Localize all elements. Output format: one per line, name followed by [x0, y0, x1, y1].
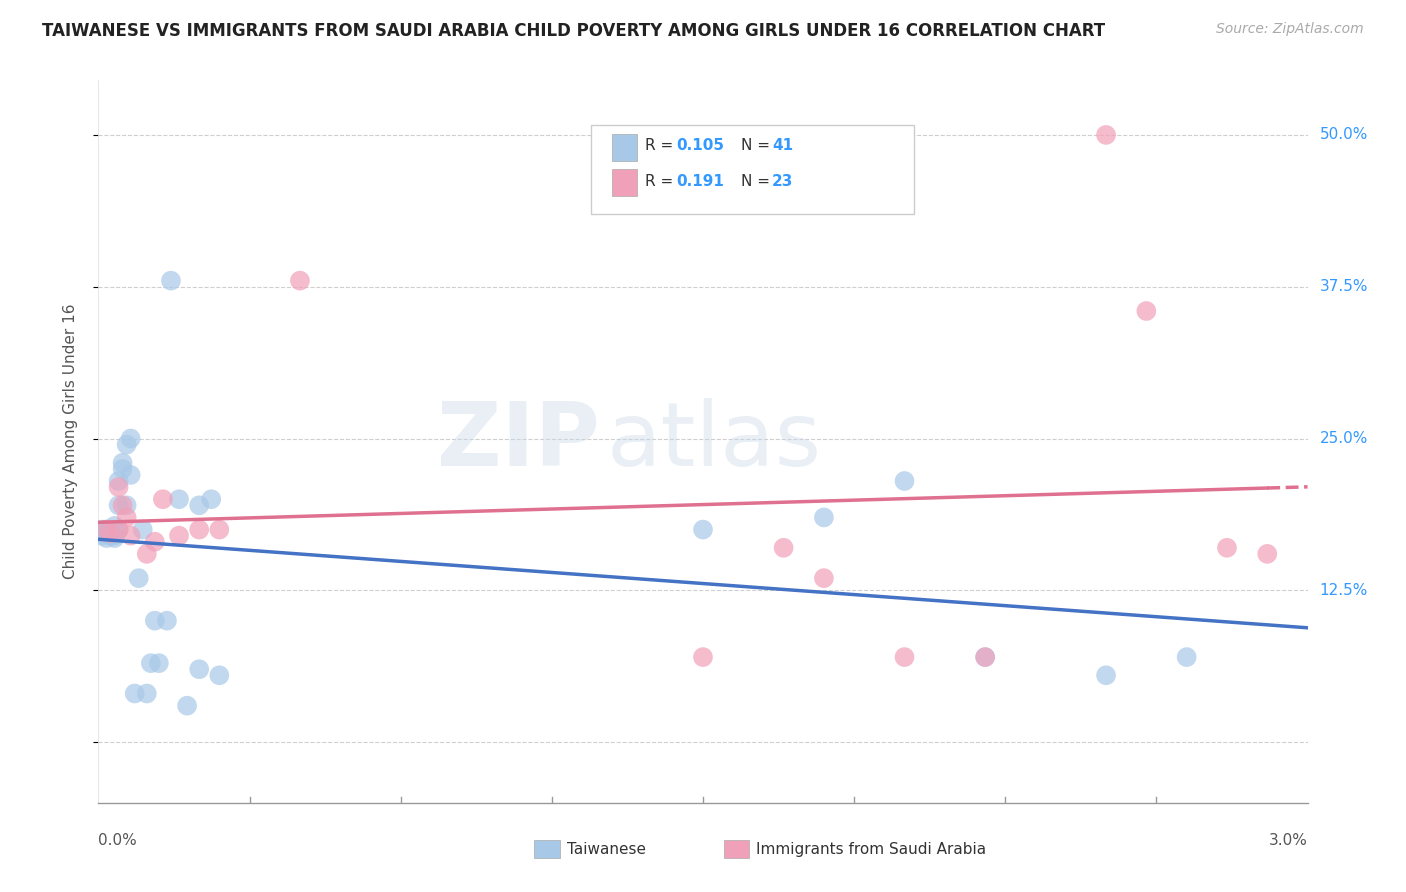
- Point: [200, 492, 222, 507]
- Point: [188, 523, 211, 537]
- Point: [288, 274, 311, 288]
- Text: Immigrants from Saudi Arabia: Immigrants from Saudi Arabia: [756, 842, 987, 856]
- Text: R =: R =: [645, 174, 679, 188]
- Point: [120, 432, 142, 446]
- Point: [100, 523, 122, 537]
- Point: [156, 614, 179, 628]
- Point: [772, 541, 794, 555]
- Point: [100, 529, 122, 543]
- Point: [1135, 304, 1157, 318]
- Point: [152, 492, 174, 507]
- Text: N =: N =: [741, 138, 775, 153]
- Point: [1095, 668, 1118, 682]
- Point: [120, 467, 142, 482]
- Point: [107, 523, 129, 537]
- Point: [143, 614, 166, 628]
- Point: [208, 668, 231, 682]
- Point: [107, 523, 129, 537]
- Point: [96, 523, 118, 537]
- Text: 25.0%: 25.0%: [1320, 431, 1368, 446]
- Point: [143, 534, 166, 549]
- Point: [111, 462, 134, 476]
- Point: [148, 656, 170, 670]
- Text: N =: N =: [741, 174, 775, 188]
- Point: [160, 274, 183, 288]
- Text: 0.0%: 0.0%: [98, 833, 138, 848]
- Point: [176, 698, 198, 713]
- Point: [103, 531, 125, 545]
- Text: 50.0%: 50.0%: [1320, 128, 1368, 143]
- Point: [893, 650, 915, 665]
- Point: [813, 510, 835, 524]
- Point: [91, 523, 114, 537]
- Point: [813, 571, 835, 585]
- Point: [139, 656, 162, 670]
- Text: 41: 41: [772, 138, 793, 153]
- Point: [135, 547, 157, 561]
- Point: [107, 474, 129, 488]
- Point: [1095, 128, 1118, 142]
- Text: Source: ZipAtlas.com: Source: ZipAtlas.com: [1216, 22, 1364, 37]
- Point: [188, 662, 211, 676]
- Point: [120, 529, 142, 543]
- Point: [132, 523, 155, 537]
- Text: 0.191: 0.191: [676, 174, 724, 188]
- Point: [96, 531, 118, 545]
- Point: [111, 456, 134, 470]
- Point: [893, 474, 915, 488]
- Text: atlas: atlas: [606, 398, 821, 485]
- Point: [1175, 650, 1198, 665]
- Point: [208, 523, 231, 537]
- Point: [692, 650, 714, 665]
- Point: [100, 526, 122, 541]
- Text: Taiwanese: Taiwanese: [567, 842, 645, 856]
- Point: [107, 480, 129, 494]
- Text: TAIWANESE VS IMMIGRANTS FROM SAUDI ARABIA CHILD POVERTY AMONG GIRLS UNDER 16 COR: TAIWANESE VS IMMIGRANTS FROM SAUDI ARABI…: [42, 22, 1105, 40]
- Point: [188, 498, 211, 512]
- Point: [96, 526, 118, 541]
- Point: [124, 686, 146, 700]
- Text: 12.5%: 12.5%: [1320, 582, 1368, 598]
- Point: [115, 498, 138, 512]
- Point: [128, 571, 150, 585]
- Text: R =: R =: [645, 138, 679, 153]
- Text: 3.0%: 3.0%: [1268, 833, 1308, 848]
- Point: [1216, 541, 1239, 555]
- Point: [100, 526, 122, 541]
- Text: 37.5%: 37.5%: [1320, 279, 1368, 294]
- Point: [103, 519, 125, 533]
- Text: 23: 23: [772, 174, 793, 188]
- Point: [91, 529, 114, 543]
- Point: [974, 650, 997, 665]
- Point: [115, 510, 138, 524]
- Text: ZIP: ZIP: [437, 398, 600, 485]
- Point: [96, 523, 118, 537]
- Point: [167, 492, 190, 507]
- Point: [103, 529, 125, 543]
- Text: 0.105: 0.105: [676, 138, 724, 153]
- Point: [115, 437, 138, 451]
- Y-axis label: Child Poverty Among Girls Under 16: Child Poverty Among Girls Under 16: [63, 304, 77, 579]
- Point: [107, 498, 129, 512]
- Point: [692, 523, 714, 537]
- Point: [167, 529, 190, 543]
- Point: [135, 686, 157, 700]
- Point: [974, 650, 997, 665]
- Point: [1256, 547, 1278, 561]
- Point: [111, 498, 134, 512]
